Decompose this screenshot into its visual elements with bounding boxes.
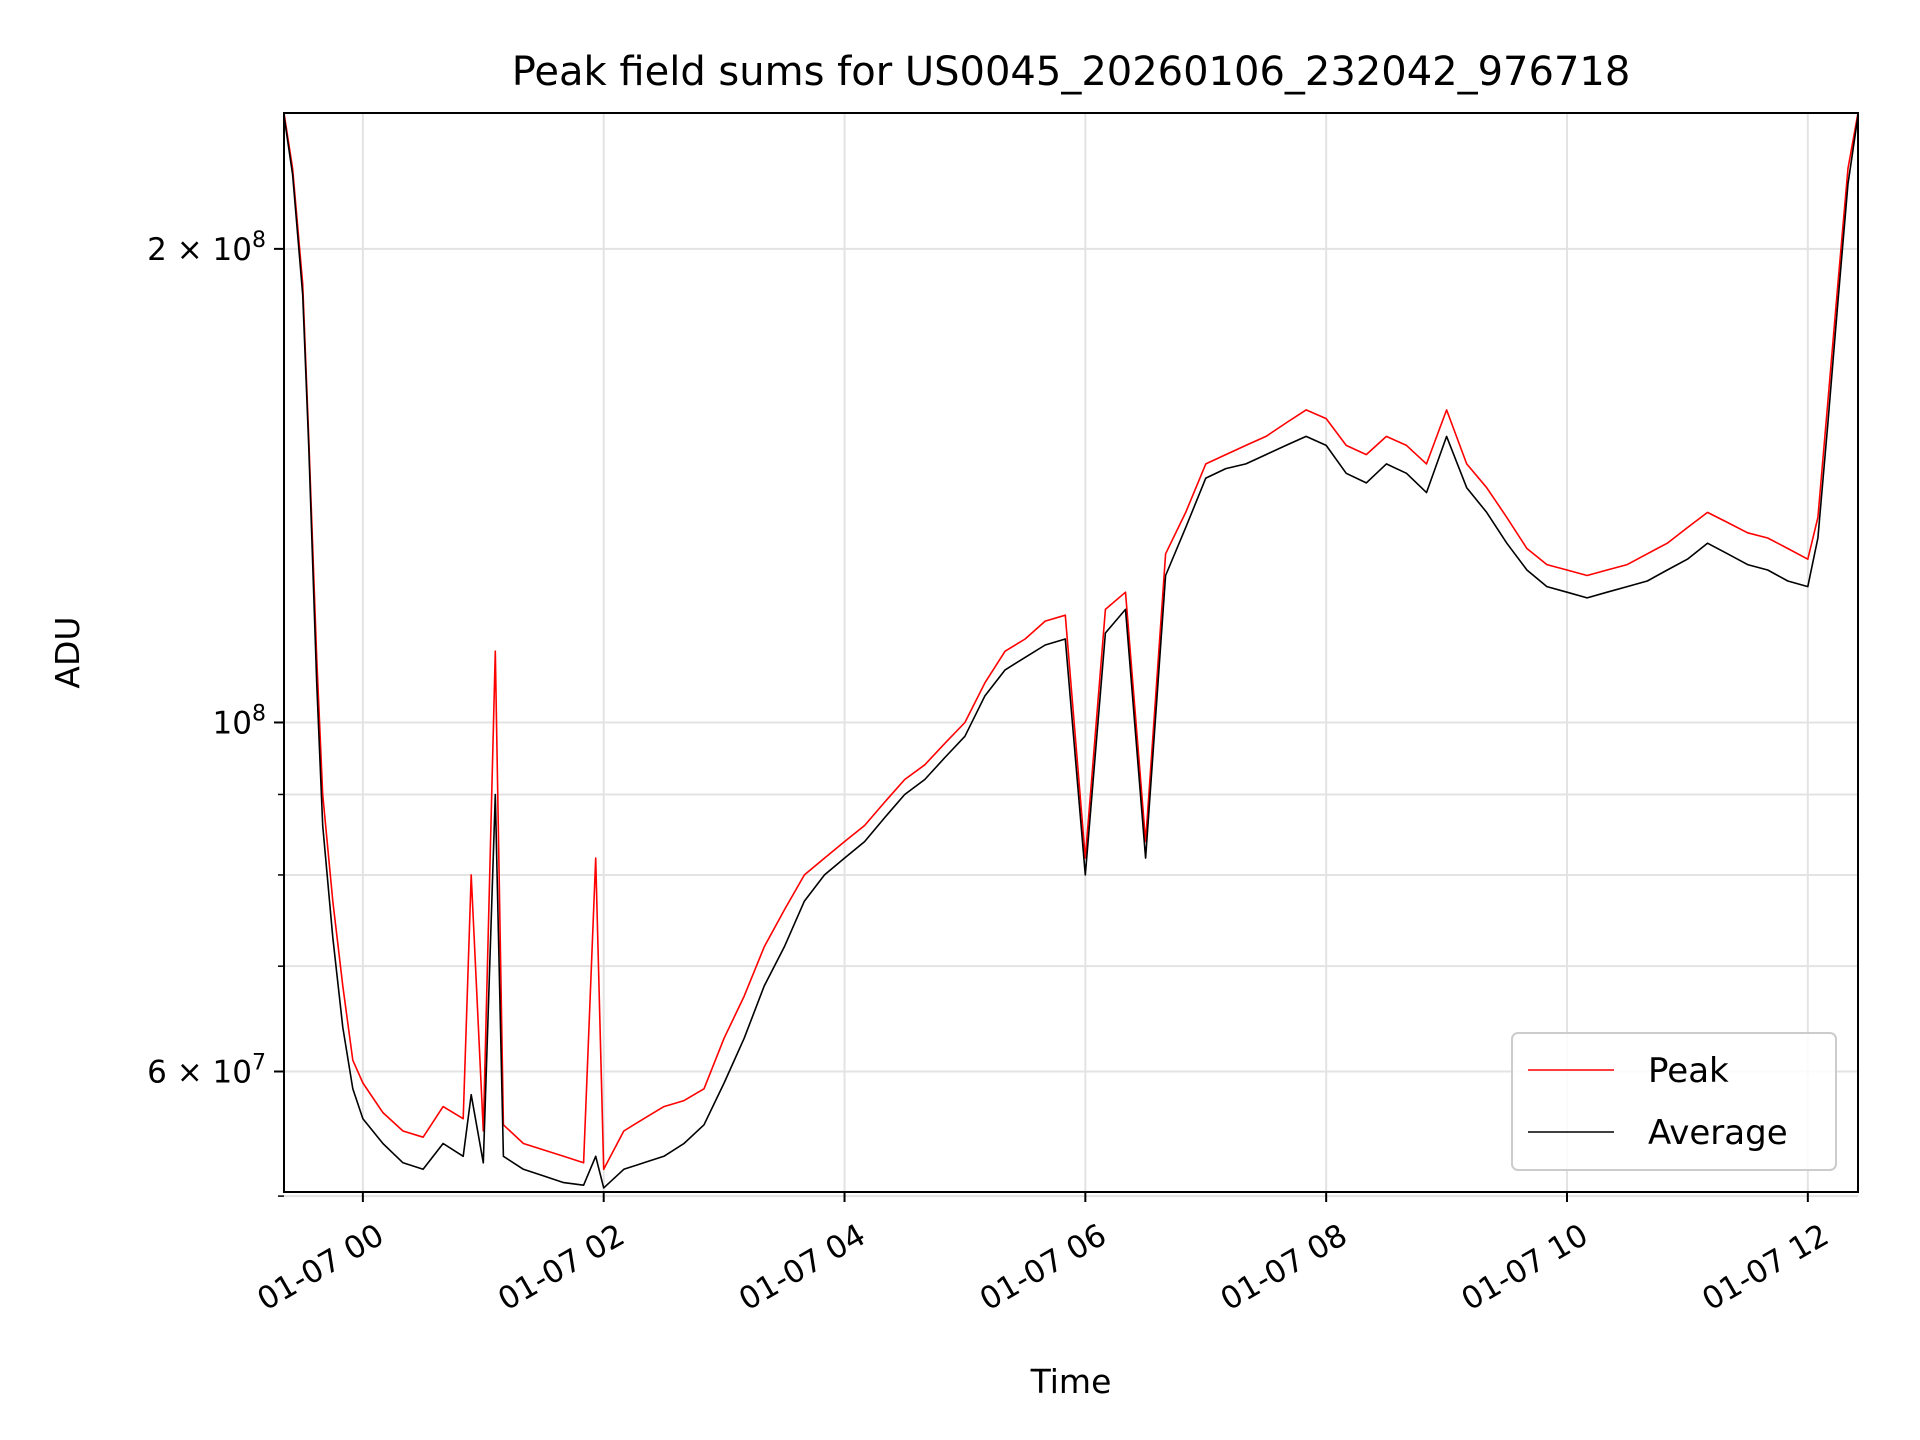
series-line-peak — [283, 112, 1859, 1171]
legend-box — [1511, 1032, 1837, 1171]
x-axis-label: Time — [1030, 1362, 1112, 1401]
y-axis-label: ADU — [48, 616, 87, 688]
legend-label-peak: Peak — [1648, 1051, 1729, 1091]
series-layer — [283, 112, 1859, 1189]
y-tick-label: 108 — [213, 701, 266, 741]
series-line-average — [283, 115, 1859, 1189]
grid — [284, 113, 1858, 1198]
y-tick-label: 2 × 108 — [147, 228, 266, 268]
legend-label-average: Average — [1648, 1113, 1788, 1153]
y-tick-label: 6 × 107 — [147, 1051, 266, 1091]
plot-frame — [283, 112, 1859, 1193]
legend: Peak Average — [1511, 1032, 1837, 1171]
chart-title: Peak field sums for US0045_20260106_2320… — [512, 49, 1631, 95]
